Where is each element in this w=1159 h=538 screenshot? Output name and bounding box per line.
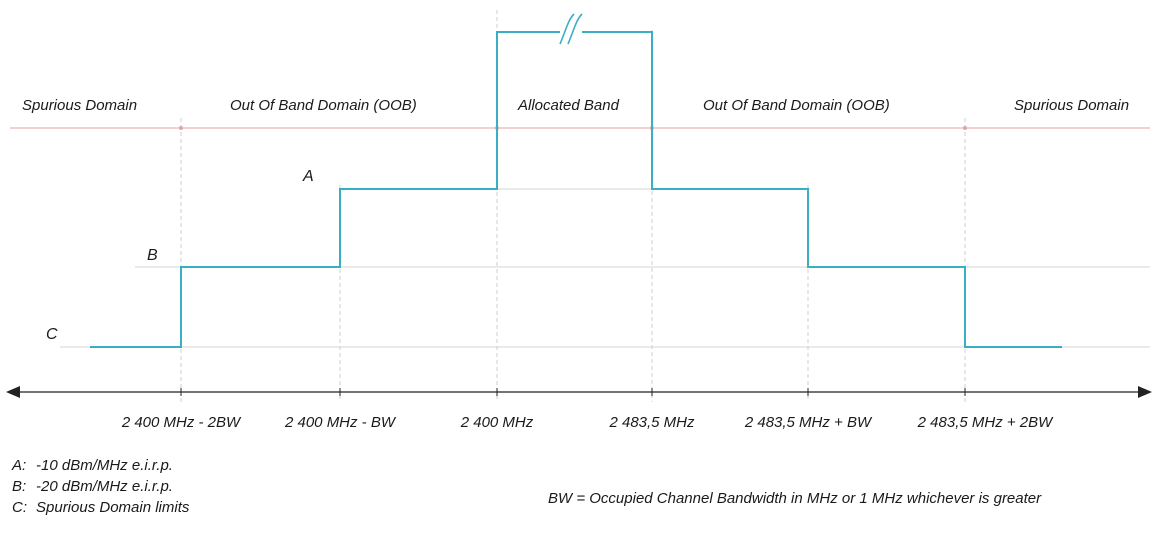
legend-text: Spurious Domain limits [36,499,190,516]
legend-item-a: A: -10 dBm/MHz e.i.r.p. [12,455,189,476]
legend-text: -10 dBm/MHz e.i.r.p. [36,457,173,474]
legend-key: B: [12,478,27,495]
domain-label-spurious-left: Spurious Domain [22,97,137,114]
domain-label-oob-left: Out Of Band Domain (OOB) [230,97,417,114]
legend-item-b: B: -20 dBm/MHz e.i.r.p. [12,476,189,497]
legend-key: A: [12,457,27,474]
legend: A: -10 dBm/MHz e.i.r.p. B: -20 dBm/MHz e.i… [12,455,189,518]
axis-label: 2 483,5 MHz + 2BW [917,414,1054,431]
axis-label: 2 400 MHz [460,414,534,431]
legend-item-c: C: Spurious Domain limits [12,497,189,518]
bandwidth-note: BW = Occupied Channel Bandwidth in MHz o… [548,490,1042,507]
axis-label: 2 483,5 MHz [608,414,695,431]
axis-left-arrow-icon [6,386,20,398]
legend-text: -20 dBm/MHz e.i.r.p. [36,478,173,495]
domain-label-spurious-right: Spurious Domain [1014,97,1129,114]
domain-label-oob-right: Out Of Band Domain (OOB) [703,97,890,114]
axis-right-arrow-icon [1138,386,1152,398]
axis-label: 2 483,5 MHz + BW [744,414,873,431]
domain-label-allocated: Allocated Band [517,97,620,114]
axis-break-icon [559,13,583,45]
level-label-c: C [46,326,58,343]
domain-marker [963,126,967,130]
legend-key: C: [12,499,27,516]
axis-label: 2 400 MHz - BW [284,414,397,431]
axis-label: 2 400 MHz - 2BW [121,414,242,431]
level-label-b: B [147,247,158,264]
level-label-a: A [302,168,314,185]
domain-marker [179,126,183,130]
